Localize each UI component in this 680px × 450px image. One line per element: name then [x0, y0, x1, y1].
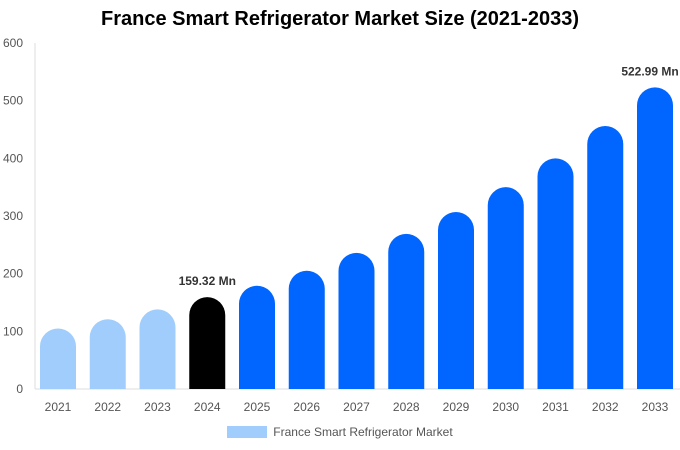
- x-tick-label: 2032: [592, 400, 619, 414]
- bar-2022: [89, 319, 126, 389]
- bar-2021: [40, 328, 76, 389]
- bar-2026: [288, 270, 325, 389]
- x-tick-label: 2030: [492, 400, 519, 414]
- data-label: 159.32 Mn: [179, 274, 236, 288]
- x-tick-label: 2021: [45, 400, 72, 414]
- bar-2033: [637, 87, 673, 389]
- x-tick-label: 2023: [144, 400, 171, 414]
- y-tick-label: 600: [3, 36, 23, 50]
- x-tick-label: 2026: [293, 400, 320, 414]
- x-tick-label: 2022: [94, 400, 121, 414]
- x-tick-label: 2024: [194, 400, 221, 414]
- y-tick-label: 100: [3, 324, 23, 338]
- x-tick-label: 2031: [542, 400, 569, 414]
- legend: France Smart Refrigerator Market: [0, 425, 680, 439]
- x-tick-label: 2027: [343, 400, 370, 414]
- y-tick-label: 200: [3, 267, 23, 281]
- x-tick-label: 2033: [642, 400, 669, 414]
- bar-2032: [587, 126, 624, 390]
- y-tick-label: 400: [3, 151, 23, 165]
- bar-2029: [438, 211, 474, 389]
- x-tick-label: 2028: [393, 400, 420, 414]
- data-label: 522.99 Mn: [621, 64, 678, 78]
- bar-2031: [537, 158, 574, 389]
- x-tick-label: 2025: [244, 400, 271, 414]
- bar-2024: [189, 297, 226, 389]
- bar-2030: [487, 187, 524, 389]
- bar-2027: [338, 252, 375, 389]
- y-tick-label: 0: [16, 382, 23, 396]
- legend-label: France Smart Refrigerator Market: [273, 425, 453, 439]
- y-tick-label: 500: [3, 94, 23, 108]
- x-tick-label: 2029: [443, 400, 470, 414]
- bar-2028: [388, 233, 425, 389]
- chart-title: France Smart Refrigerator Market Size (2…: [101, 8, 579, 30]
- bar-2025: [239, 285, 275, 389]
- legend-swatch: [227, 426, 268, 438]
- y-tick-label: 300: [3, 209, 23, 223]
- bar-2023: [139, 309, 176, 389]
